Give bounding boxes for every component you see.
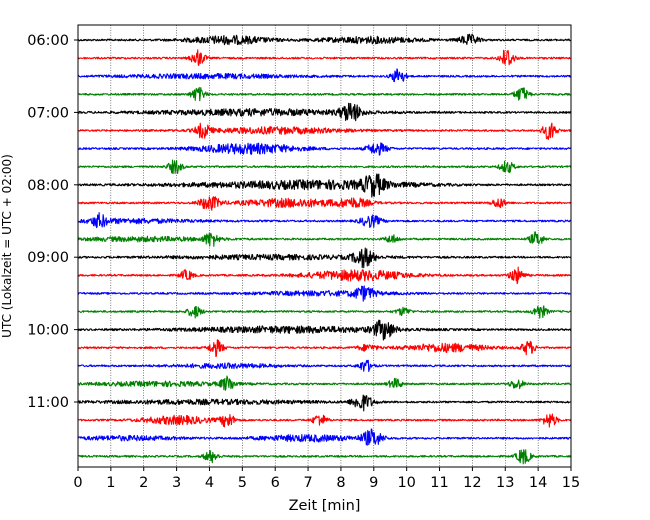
x-tick-label: 12 [463,475,481,491]
trace-1045 [77,375,572,391]
trace-1100 [77,394,572,412]
x-tick-label: 8 [336,475,345,491]
trace-0730 [77,142,572,156]
x-tick-label: 6 [271,475,280,491]
seismogram-traces [77,33,572,465]
trace-0800 [77,173,572,198]
trace-0815 [77,196,572,211]
plot-frame [77,24,572,468]
trace-0715 [77,122,572,140]
trace-0700 [77,102,572,122]
trace-0745 [77,159,572,175]
x-tick-label: 4 [205,475,214,491]
trace-1000 [77,319,572,341]
trace-0645 [77,86,572,102]
y-axis-ticks: 06:00 07:00 08:00 09:00 10:00 11:00 [27,33,78,411]
vertical-grid [110,25,539,467]
y-tick-label: 10:00 [27,323,69,339]
x-axis-ticks: 0 1 2 3 4 5 6 7 8 9 10 11 12 13 14 15 [73,467,580,491]
x-tick-label: 9 [369,475,378,491]
trace-0930 [77,285,572,302]
x-tick-label: 10 [397,475,415,491]
x-tick-label: 3 [172,475,181,491]
x-tick-label: 14 [529,475,547,491]
x-tick-label: 1 [106,475,115,491]
trace-0900 [77,247,572,269]
y-tick-label: 09:00 [27,250,69,266]
y-tick-label: 08:00 [27,178,69,194]
trace-0945 [77,305,572,319]
x-tick-label: 13 [496,475,514,491]
trace-1130 [77,428,572,446]
trace-1030 [77,359,572,372]
y-tick-label: 07:00 [27,105,69,121]
x-tick-label: 5 [238,475,247,491]
x-tick-label: 11 [430,475,448,491]
trace-1145 [77,449,572,465]
x-tick-label: 15 [562,475,580,491]
trace-0600 [77,33,572,46]
trace-0845 [77,231,572,247]
x-tick-label: 2 [139,475,148,491]
trace-1015 [77,339,572,357]
trace-0830 [77,212,572,229]
x-tick-label: 0 [73,475,82,491]
y-axis-label: UTC (Lokalzeit = UTC + 02:00) [0,154,14,338]
x-axis-label: Zeit [min] [289,498,361,514]
trace-0615 [77,49,572,67]
y-tick-label: 06:00 [27,33,69,49]
x-tick-label: 7 [303,475,312,491]
y-tick-label: 11:00 [27,395,69,411]
trace-1115 [77,413,572,428]
trace-0630 [77,68,572,83]
trace-0915 [77,266,572,285]
